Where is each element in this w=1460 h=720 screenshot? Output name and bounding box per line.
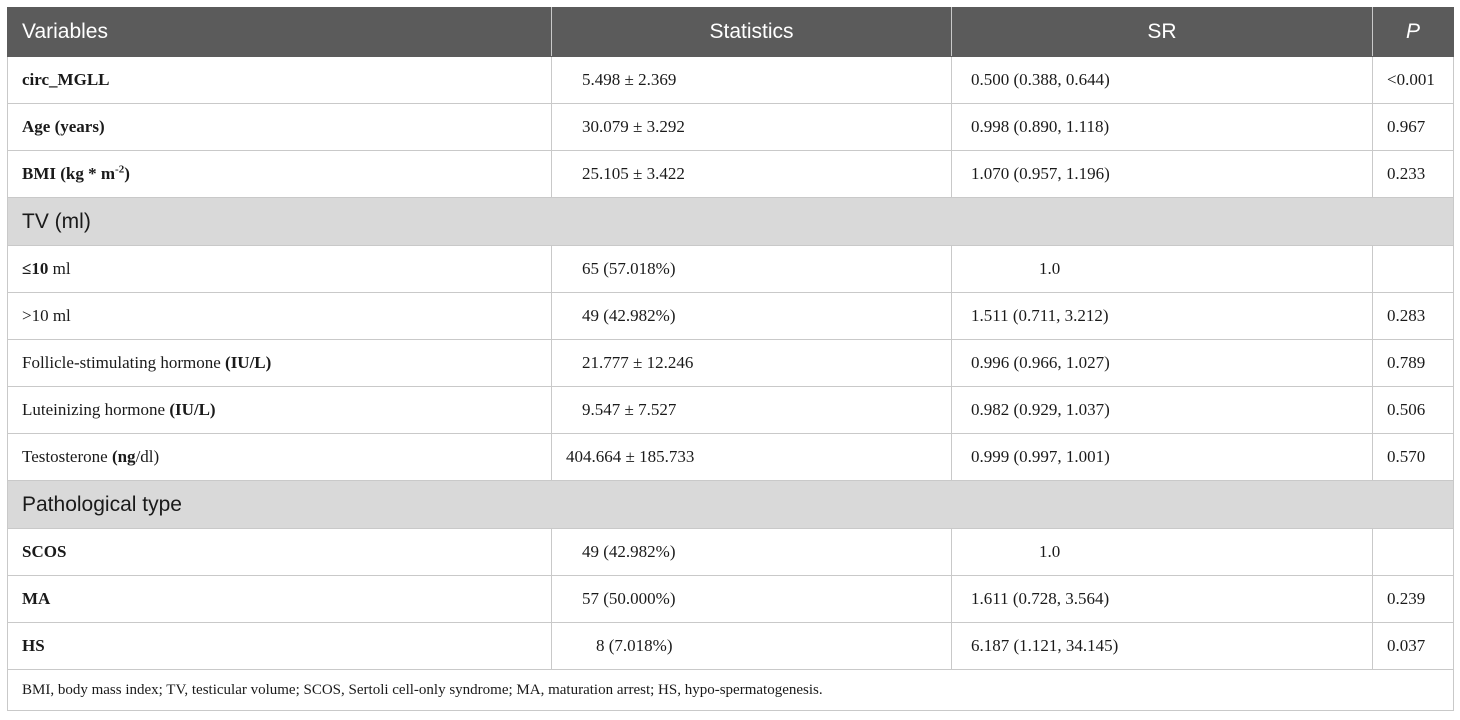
header-row: Variables Statistics SR P — [7, 7, 1454, 57]
cell-p: 0.239 — [1372, 575, 1454, 623]
cell-variable: SCOS — [7, 528, 552, 576]
group-row-tv: TV (ml) — [7, 197, 1454, 246]
bmi-label: BMI (kg * m — [22, 164, 116, 183]
row-tv-le10: ≤10 ml 65 (57.018%) 1.0 — [7, 245, 1454, 293]
cell-p — [1372, 245, 1454, 293]
testosterone-unit-tail: /dl) — [135, 447, 160, 466]
cell-variable: Follicle-stimulating hormone (IU/L) — [7, 339, 552, 387]
cell-variable: circ_MGLL — [7, 56, 552, 104]
bmi-exponent: -2 — [115, 163, 125, 176]
tv-le10-value: ≤10 — [22, 259, 49, 278]
footnote-row: BMI, body mass index; TV, testicular vol… — [7, 669, 1454, 711]
header-variables: Variables — [7, 7, 552, 57]
cell-variable: Luteinizing hormone (IU/L) — [7, 386, 552, 434]
cell-statistics: 57 (50.000%) — [551, 575, 952, 623]
cell-p: <0.001 — [1372, 56, 1454, 104]
cell-sr: 1.0 — [951, 528, 1373, 576]
group-row-pathological-type: Pathological type — [7, 480, 1454, 529]
cell-variable: BMI (kg * m-2) — [7, 150, 552, 198]
cell-sr: 0.982 (0.929, 1.037) — [951, 386, 1373, 434]
cell-variable: Age (years) — [7, 103, 552, 151]
tv-le10-unit: ml — [48, 259, 71, 278]
cell-sr: 1.511 (0.711, 3.212) — [951, 292, 1373, 340]
cell-statistics: 65 (57.018%) — [551, 245, 952, 293]
row-fsh: Follicle-stimulating hormone (IU/L) 21.7… — [7, 339, 1454, 387]
row-bmi: BMI (kg * m-2) 25.105 ± 3.422 1.070 (0.9… — [7, 150, 1454, 198]
cell-variable: >10 ml — [7, 292, 552, 340]
cell-variable: ≤10 ml — [7, 245, 552, 293]
cell-statistics: 5.498 ± 2.369 — [551, 56, 952, 104]
cell-p: 0.570 — [1372, 433, 1454, 481]
bmi-label-close: ) — [124, 164, 130, 183]
cell-statistics: 30.079 ± 3.292 — [551, 103, 952, 151]
cell-statistics: 49 (42.982%) — [551, 528, 952, 576]
cell-sr: 0.999 (0.997, 1.001) — [951, 433, 1373, 481]
fsh-unit: (IU/L) — [225, 353, 272, 372]
group-label: Pathological type — [7, 480, 1454, 529]
lh-unit: (IU/L) — [169, 400, 216, 419]
row-ma: MA 57 (50.000%) 1.611 (0.728, 3.564) 0.2… — [7, 575, 1454, 623]
lh-label: Luteinizing hormone — [22, 400, 170, 419]
table-footnote: BMI, body mass index; TV, testicular vol… — [7, 669, 1454, 711]
row-age: Age (years) 30.079 ± 3.292 0.998 (0.890,… — [7, 103, 1454, 151]
cell-variable: Testosterone (ng/dl) — [7, 433, 552, 481]
cell-variable: HS — [7, 622, 552, 670]
cell-sr: 1.0 — [951, 245, 1373, 293]
cell-statistics: 25.105 ± 3.422 — [551, 150, 952, 198]
results-table-container: Variables Statistics SR P circ_MGLL 5.49… — [7, 7, 1454, 711]
group-label: TV (ml) — [7, 197, 1454, 246]
row-circ-mgll: circ_MGLL 5.498 ± 2.369 0.500 (0.388, 0.… — [7, 56, 1454, 104]
row-tv-gt10: >10 ml 49 (42.982%) 1.511 (0.711, 3.212)… — [7, 292, 1454, 340]
testosterone-unit: (ng — [111, 447, 136, 466]
cell-p: 0.506 — [1372, 386, 1454, 434]
header-statistics: Statistics — [551, 7, 952, 57]
cell-sr: 1.070 (0.957, 1.196) — [951, 150, 1373, 198]
cell-statistics: 9.547 ± 7.527 — [551, 386, 952, 434]
cell-p: 0.037 — [1372, 622, 1454, 670]
cell-p: 0.789 — [1372, 339, 1454, 387]
row-hs: HS 8 (7.018%) 6.187 (1.121, 34.145) 0.03… — [7, 622, 1454, 670]
testosterone-label: Testosterone — [22, 447, 112, 466]
header-p: P — [1372, 7, 1454, 57]
cell-p: 0.967 — [1372, 103, 1454, 151]
cell-sr: 6.187 (1.121, 34.145) — [951, 622, 1373, 670]
fsh-label: Follicle-stimulating hormone — [22, 353, 226, 372]
results-table: Variables Statistics SR P circ_MGLL 5.49… — [7, 7, 1454, 711]
cell-statistics: 8 (7.018%) — [551, 622, 952, 670]
cell-statistics: 21.777 ± 12.246 — [551, 339, 952, 387]
row-scos: SCOS 49 (42.982%) 1.0 — [7, 528, 1454, 576]
cell-sr: 0.998 (0.890, 1.118) — [951, 103, 1373, 151]
cell-p: 0.233 — [1372, 150, 1454, 198]
row-testosterone: Testosterone (ng/dl) 404.664 ± 185.733 0… — [7, 433, 1454, 481]
cell-variable: MA — [7, 575, 552, 623]
cell-sr: 0.996 (0.966, 1.027) — [951, 339, 1373, 387]
cell-statistics: 404.664 ± 185.733 — [551, 433, 952, 481]
cell-sr: 0.500 (0.388, 0.644) — [951, 56, 1373, 104]
cell-p — [1372, 528, 1454, 576]
cell-p: 0.283 — [1372, 292, 1454, 340]
cell-statistics: 49 (42.982%) — [551, 292, 952, 340]
header-sr: SR — [951, 7, 1373, 57]
row-lh: Luteinizing hormone (IU/L) 9.547 ± 7.527… — [7, 386, 1454, 434]
cell-sr: 1.611 (0.728, 3.564) — [951, 575, 1373, 623]
